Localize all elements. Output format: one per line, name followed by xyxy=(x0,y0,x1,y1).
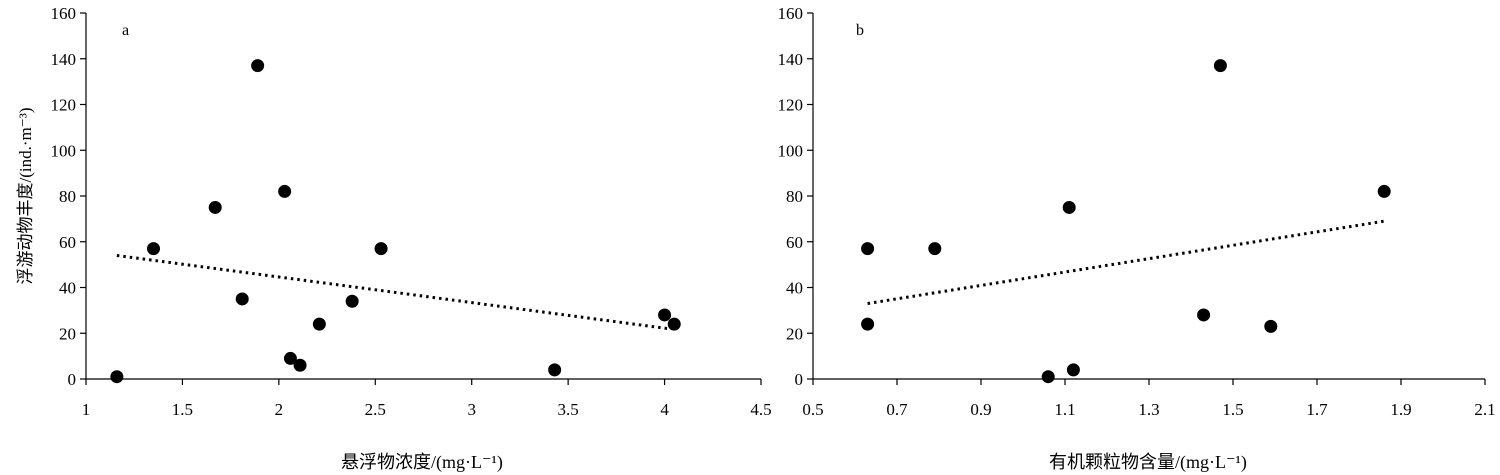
x-tick-label: 2 xyxy=(275,400,284,419)
panel-b: b 有机颗粒物含量/(mg·L⁻¹) 0 20 40 60 80 100 120 140 160… xyxy=(778,4,1496,473)
data-point xyxy=(235,292,249,306)
x-tick-label: 0.5 xyxy=(802,400,823,419)
data-point xyxy=(1066,363,1080,377)
x-tick-label: 4 xyxy=(660,400,669,419)
y-tick-label: 120 xyxy=(51,96,77,115)
data-point xyxy=(208,200,222,214)
trendline xyxy=(116,253,669,331)
data-point xyxy=(1213,59,1227,73)
y-tick-label: 120 xyxy=(778,96,804,115)
x-tick-label: 2.1 xyxy=(1474,400,1495,419)
x-tick-label: 0.9 xyxy=(970,400,991,419)
y-tick-label: 40 xyxy=(59,279,76,298)
x-tick-label: 0.7 xyxy=(886,400,908,419)
y-tick-label: 140 xyxy=(778,50,804,69)
data-point xyxy=(374,242,388,256)
x-tick-label: 1.5 xyxy=(1222,400,1243,419)
data-point xyxy=(1062,200,1076,214)
y-tick-label: 160 xyxy=(778,4,804,23)
y-tick-label: 40 xyxy=(786,279,803,298)
data-point xyxy=(312,317,326,331)
data-point xyxy=(345,294,359,308)
y-tick-label: 0 xyxy=(68,370,77,389)
y-tick-label: 160 xyxy=(51,4,77,23)
y-tick-label: 0 xyxy=(795,370,804,389)
x-tick-label: 1.9 xyxy=(1390,400,1411,419)
x-tick-label: 1.1 xyxy=(1054,400,1075,419)
x-tick-label: 2.5 xyxy=(365,400,386,419)
data-point xyxy=(251,59,265,73)
panel-b-xlabel: 有机颗粒物含量/(mg·L⁻¹) xyxy=(1049,452,1247,473)
y-tick-label: 140 xyxy=(51,50,77,69)
panel-b-label: b xyxy=(856,22,864,39)
y-tick-label: 20 xyxy=(59,324,76,343)
data-point xyxy=(667,317,681,331)
x-tick-label: 1 xyxy=(82,400,91,419)
data-point xyxy=(1377,184,1391,198)
data-point xyxy=(658,308,672,322)
y-tick-label: 80 xyxy=(59,187,76,206)
data-point xyxy=(110,370,124,384)
y-tick-label: 60 xyxy=(786,233,803,252)
y-tick-label: 60 xyxy=(59,233,76,252)
data-point xyxy=(1197,308,1211,322)
data-point xyxy=(1041,370,1055,384)
x-tick-label: 3 xyxy=(467,400,476,419)
y-tick-label: 80 xyxy=(786,187,803,206)
data-point xyxy=(928,242,942,256)
data-point xyxy=(1264,319,1278,333)
y-axis-label: 浮游动物丰度/(ind.·m⁻³) xyxy=(16,108,35,285)
x-tick-label: 1.3 xyxy=(1138,400,1159,419)
trendline xyxy=(867,219,1385,305)
panel-a: a 悬浮物浓度/(mg·L⁻¹) 0 20 40 60 80 100 120 140 160 1 1… xyxy=(51,4,772,473)
data-point xyxy=(147,242,160,256)
y-tick-label: 100 xyxy=(51,141,77,160)
y-tick-label: 100 xyxy=(778,141,804,160)
x-tick-label: 3.5 xyxy=(558,400,579,419)
data-point xyxy=(548,363,562,377)
x-tick-label: 4.5 xyxy=(750,400,771,419)
panel-a-label: a xyxy=(122,22,129,39)
y-tick-label: 20 xyxy=(786,324,803,343)
x-tick-label: 1.7 xyxy=(1306,400,1328,419)
data-point xyxy=(861,317,875,331)
data-point xyxy=(293,358,307,372)
data-point xyxy=(278,184,292,198)
data-point xyxy=(861,242,875,256)
panel-a-xlabel: 悬浮物浓度/(mg·L⁻¹) xyxy=(341,452,503,473)
x-tick-label: 1.5 xyxy=(172,400,193,419)
data-point xyxy=(283,351,297,365)
